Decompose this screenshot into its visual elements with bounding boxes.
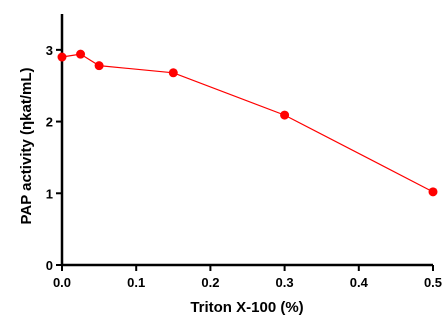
data-point — [94, 61, 104, 71]
x-tick-label: 0.0 — [53, 275, 71, 290]
data-point — [76, 49, 86, 59]
x-tick-label: 0.5 — [424, 275, 442, 290]
series — [57, 49, 438, 197]
x-axis-title: Triton X-100 (%) — [190, 299, 303, 316]
x-tick-label: 0.2 — [201, 275, 219, 290]
data-point — [57, 52, 67, 62]
data-point — [280, 110, 290, 120]
x-tick-label: 0.1 — [127, 275, 145, 290]
x-ticks: 0.0 0.1 0.2 0.3 0.4 0.5 — [53, 265, 442, 290]
x-tick-label: 0.3 — [276, 275, 294, 290]
y-axis-title: PAP activity (ηkat/mL) — [18, 68, 35, 225]
y-tick-label: 1 — [46, 186, 53, 201]
data-point — [168, 68, 178, 78]
y-tick-label: 3 — [46, 43, 53, 58]
y-tick-label: 2 — [46, 115, 53, 130]
x-tick-label: 0.4 — [350, 275, 369, 290]
y-ticks: 0 1 2 3 — [46, 43, 62, 273]
axes — [60, 14, 433, 267]
y-tick-label: 0 — [46, 258, 53, 273]
data-point — [428, 187, 438, 197]
series-line — [61, 53, 434, 193]
